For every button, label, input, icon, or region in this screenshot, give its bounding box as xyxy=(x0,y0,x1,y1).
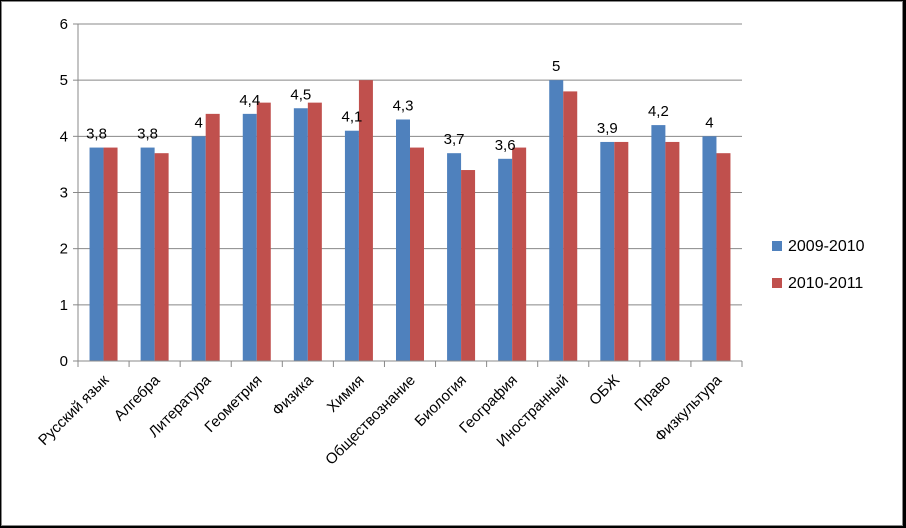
y-tick-label: 5 xyxy=(60,72,68,89)
bar-1 xyxy=(498,158,513,361)
data-label: 3,8 xyxy=(137,126,158,143)
data-label: 4,3 xyxy=(393,97,414,114)
category-label: Обществознание xyxy=(322,372,419,469)
legend-label: 2009-2010 xyxy=(788,238,865,255)
bar-1 xyxy=(293,108,308,361)
data-label: 5 xyxy=(552,58,560,75)
data-label: 3,8 xyxy=(86,126,107,143)
category-label: Химия xyxy=(324,372,368,416)
legend-label: 2010-2011 xyxy=(788,275,863,292)
bar-1 xyxy=(396,119,410,361)
bar-1 xyxy=(702,136,717,361)
bar-1 xyxy=(140,147,155,361)
bar-1 xyxy=(549,80,564,362)
legend-swatch xyxy=(772,278,782,288)
bar-2 xyxy=(665,141,680,361)
y-tick-label: 3 xyxy=(60,185,68,202)
y-tick-label: 6 xyxy=(60,16,68,33)
legend: 2009-2010 2010-2011 xyxy=(772,238,865,292)
bar-2 xyxy=(103,147,118,361)
data-label: 3,6 xyxy=(495,137,516,154)
bar-1 xyxy=(89,147,104,361)
bar-1 xyxy=(651,125,666,361)
data-label: 4,1 xyxy=(341,109,362,126)
category-label: Право xyxy=(631,372,674,415)
bar-2 xyxy=(358,80,373,362)
data-label: 4 xyxy=(195,114,203,131)
bar-2 xyxy=(716,153,731,361)
category-label: ОБЖ xyxy=(586,372,623,409)
bar-2 xyxy=(461,170,476,361)
bar-2 xyxy=(410,147,424,361)
bar-2 xyxy=(563,91,578,362)
category-label: Физика xyxy=(269,371,317,419)
bar-1 xyxy=(447,153,462,361)
bar-1 xyxy=(191,136,206,361)
bar-2 xyxy=(614,141,629,361)
data-label: 4,4 xyxy=(239,92,260,109)
legend-swatch xyxy=(772,241,782,251)
bar-2 xyxy=(512,147,527,361)
bar-2 xyxy=(154,153,169,361)
y-tick-label: 2 xyxy=(60,241,68,258)
bar-1 xyxy=(242,113,257,361)
y-axis: 0 1 2 3 4 5 6 xyxy=(60,16,79,370)
bars xyxy=(89,80,731,362)
data-label: 4,5 xyxy=(290,86,311,103)
data-labels: 3,8 3,8 4 4,4 4,5 4,1 4,3 3,7 3,6 5 3,9 4,2 4 xyxy=(86,58,714,154)
y-tick-label: 4 xyxy=(60,128,68,145)
bar-2 xyxy=(205,113,220,361)
y-tick-label: 1 xyxy=(60,297,68,314)
data-label: 4 xyxy=(705,114,713,131)
data-label: 3,7 xyxy=(444,131,465,148)
bar-1 xyxy=(600,141,615,361)
bar-2 xyxy=(256,102,271,361)
bar-2 xyxy=(307,102,322,361)
y-tick-label: 0 xyxy=(60,353,68,370)
data-label: 4,2 xyxy=(648,103,669,120)
bar-1 xyxy=(344,130,359,361)
category-label: Алгебра xyxy=(111,371,164,424)
data-label: 3,9 xyxy=(597,120,618,137)
category-label: Русский язык xyxy=(35,372,113,450)
